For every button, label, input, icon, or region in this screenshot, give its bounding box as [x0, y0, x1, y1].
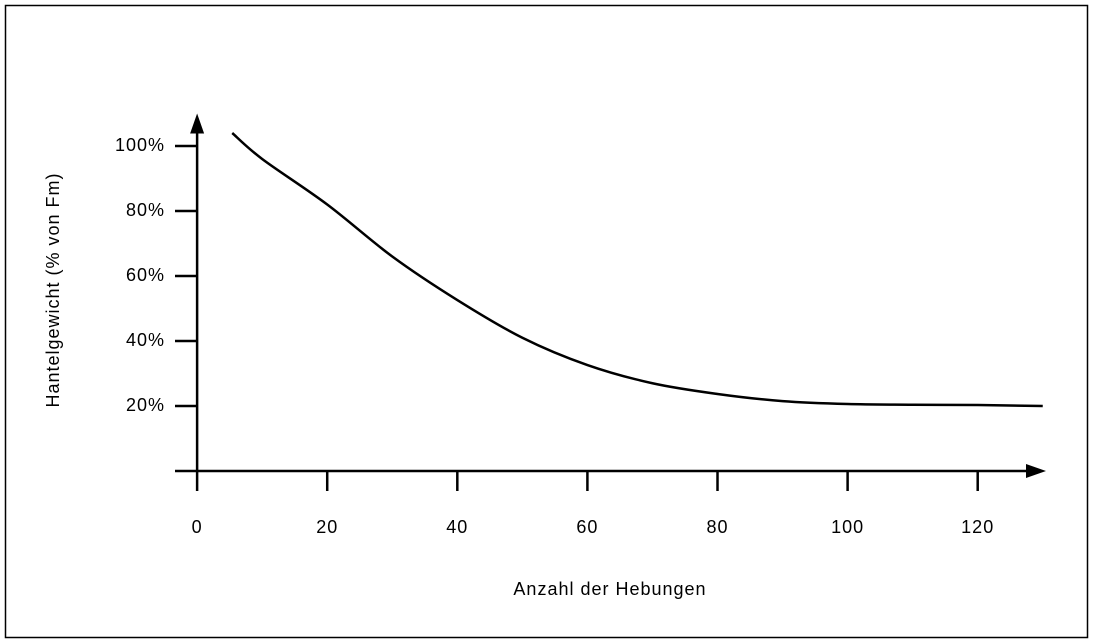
y-tick-label: 40%	[126, 330, 165, 350]
x-tick-label: 20	[316, 517, 338, 537]
y-tick-label: 80%	[126, 200, 165, 220]
y-tick-label: 60%	[126, 265, 165, 285]
x-tick-label: 40	[446, 517, 468, 537]
x-tick-label: 60	[576, 517, 598, 537]
frame	[4, 4, 1089, 639]
x-tick-label: 120	[961, 517, 994, 537]
y-axis-label: Hantelgewicht (% von Fm)	[43, 172, 63, 407]
y-axis-arrow	[190, 113, 205, 134]
y-tick-label: 100%	[115, 135, 165, 155]
x-axis-arrow	[1026, 464, 1046, 478]
x-axis-label: Anzahl der Hebungen	[513, 579, 706, 599]
line	[231, 132, 1043, 408]
x-tick-label: 80	[706, 517, 728, 537]
x-tick-label: 0	[192, 517, 203, 537]
x-tick-label: 100	[831, 517, 864, 537]
y-tick-label: 20%	[126, 395, 165, 415]
